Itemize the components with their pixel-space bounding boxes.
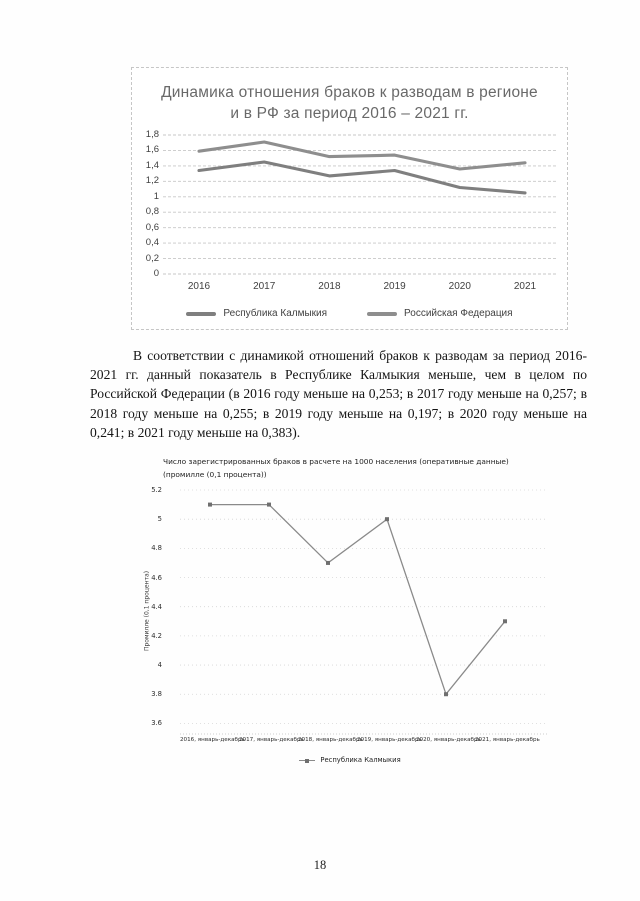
series-line	[210, 503, 506, 696]
data-point-marker	[503, 619, 507, 624]
page-number: 18	[313, 858, 327, 872]
x-axis-tick-label: 2017, январь-декабрь	[239, 737, 304, 743]
y-axis-tick-label: 4	[157, 661, 162, 670]
legend-line-marker-icon	[299, 758, 316, 763]
y-axis-tick-label: 3.6	[151, 719, 162, 728]
x-axis-tick-label: 2016, январь-декабрь	[180, 737, 245, 743]
y-axis-tick-label: 1,8	[145, 129, 159, 140]
y-axis-tick-label: 0,2	[145, 252, 159, 264]
x-axis-tick-label: 2017	[253, 281, 276, 292]
legend-item-kalmykia: Республика Калмыкия	[186, 308, 327, 320]
x-axis-tick-label: 2018	[318, 281, 341, 292]
bottom-chart-plot-area	[180, 489, 548, 735]
y-axis-tick-label: 4.4	[151, 602, 162, 611]
legend-line-swatch-russian-federation	[367, 312, 398, 316]
legend-square-marker-icon	[305, 758, 310, 763]
bottom-chart-legend: Республика Калмыкия	[140, 756, 560, 765]
top-chart-plot-area	[163, 134, 558, 275]
x-axis-tick-label: 2016	[187, 281, 211, 292]
y-axis-tick-label: 3.8	[151, 690, 162, 699]
data-point-marker	[326, 560, 330, 565]
data-point-marker	[208, 502, 212, 507]
y-axis-tick-label: 1	[153, 190, 159, 202]
legend-label-kalmykia: Республика Калмыкия	[320, 756, 401, 764]
top-chart-title: Динамика отношения браков к разводам в р…	[161, 84, 538, 122]
data-point-marker	[267, 502, 271, 507]
y-axis-tick-label: 1,2	[145, 175, 159, 187]
x-axis-tick-label: 2018, январь-декабрь	[298, 737, 363, 743]
legend-label-kalmykia: Республика Калмыкия	[223, 308, 328, 319]
legend-item-russian-federation: Российская Федерация	[367, 308, 513, 320]
y-axis-tick-label: 0,8	[145, 206, 159, 218]
y-axis-tick-label: 4.2	[151, 631, 162, 640]
body-paragraph: В соответствии с динамикой отношений бра…	[90, 348, 587, 440]
y-axis-tick-label: 1,4	[145, 159, 159, 171]
legend-line-swatch-kalmykia	[186, 312, 217, 316]
x-axis-tick-label: 2020, январь-декабрь	[416, 737, 481, 743]
y-axis-tick-label: 1,6	[145, 144, 159, 156]
x-axis-tick-label: 2021, январь-декабрь	[475, 737, 540, 743]
top-chart: Динамика отношения браков к разводам в р…	[131, 67, 568, 330]
y-axis-tick-label: 0,6	[145, 221, 159, 233]
y-axis-tick-label: 0	[153, 268, 159, 279]
bottom-chart: Число зарегистрированных браков в расчет…	[140, 456, 560, 786]
data-point-marker	[385, 517, 389, 522]
series-line-0	[197, 160, 527, 195]
bottom-chart-title-line1: Число зарегистрированных браков в расчет…	[163, 457, 509, 466]
x-axis-tick-label: 2020	[448, 281, 471, 292]
bottom-chart-title-line2: (промилле (0,1 процента))	[163, 470, 267, 479]
y-axis-tick-label: 0,4	[145, 237, 159, 249]
top-chart-legend: Республика Калмыкия Российская Федерация	[132, 308, 567, 320]
y-axis-tick-label: 5	[157, 515, 162, 524]
data-point-marker	[444, 692, 448, 697]
y-axis-tick-label: 4.6	[151, 573, 162, 582]
legend-label-russian-federation: Российская Федерация	[404, 308, 513, 319]
y-axis-tick-label: 5.2	[151, 486, 162, 494]
x-axis-tick-label: 2021	[513, 281, 537, 292]
x-axis-tick-label: 2019, январь-декабрь	[357, 737, 422, 743]
series-line-1	[197, 140, 527, 171]
x-axis-tick-label: 2019	[383, 281, 406, 292]
y-axis-tick-label: 4.8	[151, 544, 162, 553]
